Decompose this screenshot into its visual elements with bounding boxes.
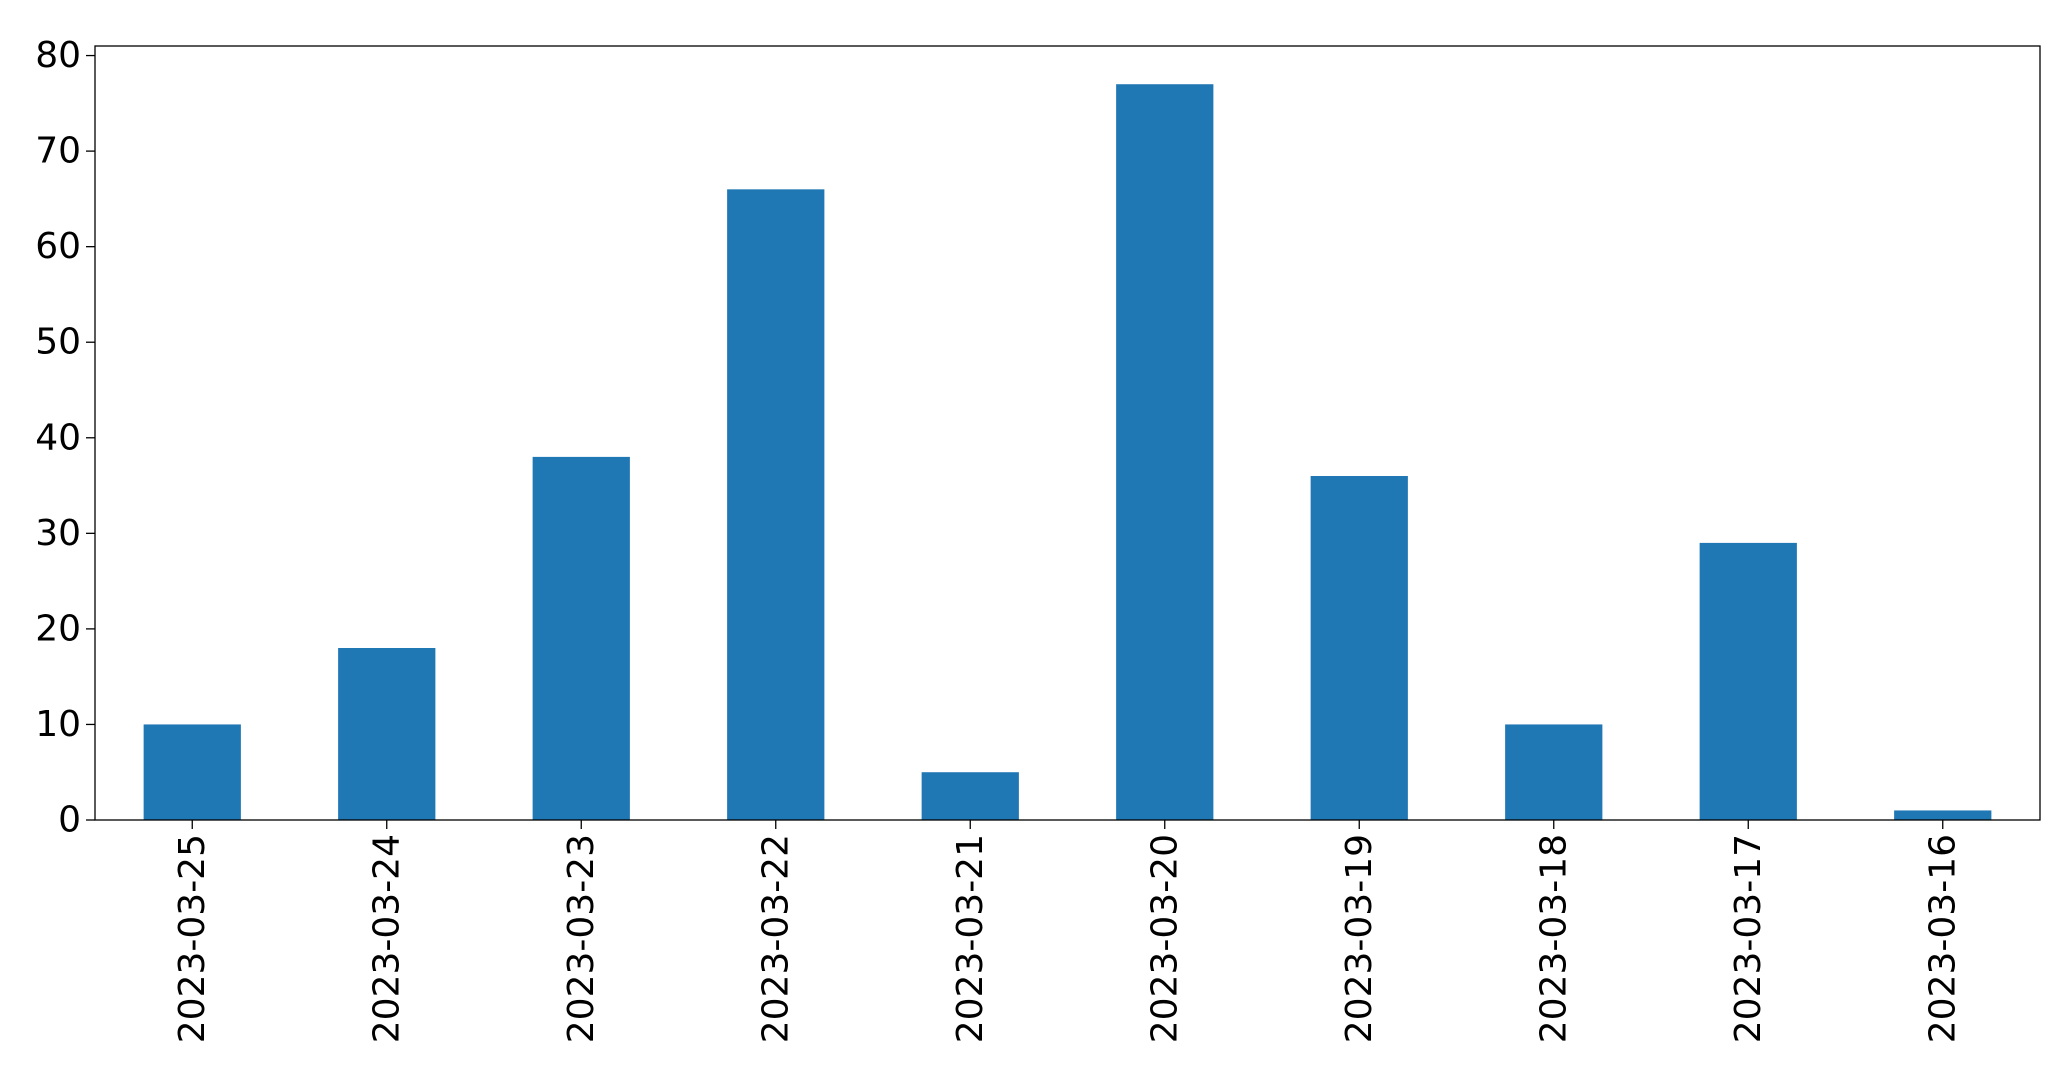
x-axis: 2023-03-25 2023-03-24 2023-03-23 2023-03-22…: [172, 820, 1963, 1043]
x-tick-label: 2023-03-23: [561, 834, 602, 1043]
y-axis: 0 10 20 30 40 50 60 70 80: [35, 35, 95, 841]
bar-2023-03-17: [1699, 542, 1797, 820]
bar-2023-03-16: [1894, 810, 1992, 820]
x-tick-label: 2023-03-25: [172, 834, 213, 1043]
bars-layer: [143, 84, 1992, 821]
y-tick-label: 20: [35, 608, 81, 649]
y-tick-label: 40: [35, 417, 81, 458]
x-tick-label: 2023-03-20: [1144, 834, 1185, 1043]
x-tick-label: 2023-03-21: [950, 834, 991, 1043]
x-tick-label: 2023-03-16: [1922, 834, 1963, 1043]
bar-2023-03-19: [1310, 476, 1408, 820]
axes-frame: [94, 45, 2041, 821]
x-tick-label: 2023-03-22: [755, 834, 796, 1043]
y-tick-label: 30: [35, 513, 81, 554]
y-tick-label: 70: [35, 131, 81, 172]
bar-2023-03-23: [532, 456, 630, 820]
y-tick-label: 50: [35, 322, 81, 363]
bar-2023-03-20: [1116, 84, 1214, 821]
bar-2023-03-25: [143, 724, 241, 820]
x-tick-label: 2023-03-17: [1728, 834, 1769, 1043]
y-tick-label: 60: [35, 226, 81, 267]
x-tick-label: 2023-03-19: [1339, 834, 1380, 1043]
bar-2023-03-21: [921, 772, 1019, 820]
x-tick-label: 2023-03-24: [366, 834, 407, 1043]
bar-2023-03-22: [727, 189, 825, 820]
bar-2023-03-24: [338, 648, 436, 820]
y-tick-label: 80: [35, 35, 81, 76]
y-tick-label: 10: [35, 704, 81, 745]
bar-2023-03-18: [1505, 724, 1603, 820]
y-tick-label: 0: [58, 800, 81, 841]
x-tick-label: 2023-03-18: [1533, 834, 1574, 1043]
